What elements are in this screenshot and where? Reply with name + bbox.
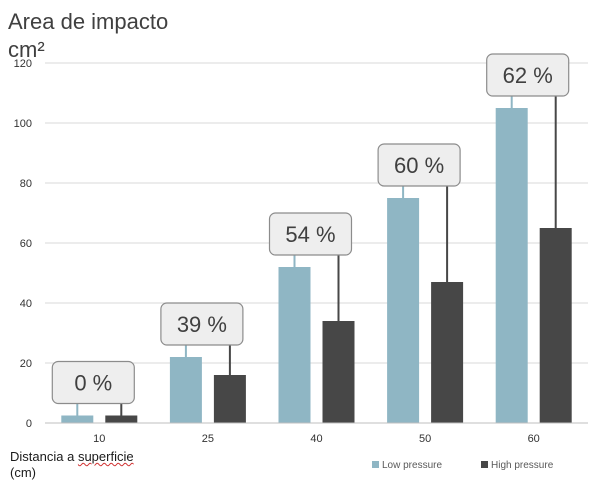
percent-callout-label: 39 % bbox=[177, 312, 227, 337]
percent-callout-box bbox=[268, 212, 353, 256]
y-tick-label: 20 bbox=[20, 358, 32, 370]
x-axis-label-part1: Distancia a bbox=[10, 449, 75, 464]
y-tick-label: 0 bbox=[26, 418, 32, 430]
bar-high-pressure bbox=[539, 228, 572, 423]
percent-callout-label: 62 % bbox=[503, 63, 553, 88]
bar-high-pressure bbox=[431, 282, 464, 423]
percent-callout-label: 60 % bbox=[394, 153, 444, 178]
bar-low-pressure bbox=[61, 415, 94, 423]
x-tick-label: 40 bbox=[310, 433, 322, 445]
percent-callout-box bbox=[51, 360, 135, 405]
x-axis-label: Distancia a superficie (cm) bbox=[10, 449, 134, 481]
legend-label: Low pressure bbox=[382, 460, 442, 471]
legend-label: High pressure bbox=[491, 460, 554, 471]
chart-title-unit: cm² bbox=[8, 37, 45, 62]
legend-swatch bbox=[481, 461, 488, 468]
x-tick-label: 10 bbox=[93, 433, 105, 445]
percent-callout-box bbox=[160, 302, 244, 346]
bar-high-pressure bbox=[213, 375, 246, 423]
legend-swatch bbox=[372, 461, 379, 468]
x-tick-label: 25 bbox=[202, 433, 214, 445]
x-tick-label: 50 bbox=[419, 433, 431, 445]
bar-low-pressure bbox=[278, 267, 311, 423]
y-tick-label: 120 bbox=[14, 58, 32, 70]
y-tick-label: 80 bbox=[20, 178, 32, 190]
percent-callout-box bbox=[377, 143, 461, 187]
x-tick-label: 60 bbox=[528, 433, 540, 445]
bar-low-pressure bbox=[495, 108, 528, 423]
percent-callout-label: 0 % bbox=[74, 371, 112, 396]
bar-high-pressure bbox=[105, 415, 138, 423]
bar-low-pressure bbox=[169, 357, 202, 423]
x-axis-label-unit: (cm) bbox=[10, 465, 36, 480]
y-tick-label: 40 bbox=[20, 298, 32, 310]
y-tick-label: 100 bbox=[14, 118, 32, 130]
bar-low-pressure bbox=[387, 198, 420, 423]
chart-title: Area de impacto cm² bbox=[8, 8, 168, 64]
bar-high-pressure bbox=[322, 321, 355, 423]
y-tick-label: 60 bbox=[20, 238, 32, 250]
x-axis-label-part2: superficie bbox=[77, 449, 134, 464]
percent-callout-box bbox=[486, 53, 570, 97]
chart-title-line1: Area de impacto bbox=[8, 9, 169, 34]
percent-callout-label: 54 % bbox=[285, 222, 335, 247]
